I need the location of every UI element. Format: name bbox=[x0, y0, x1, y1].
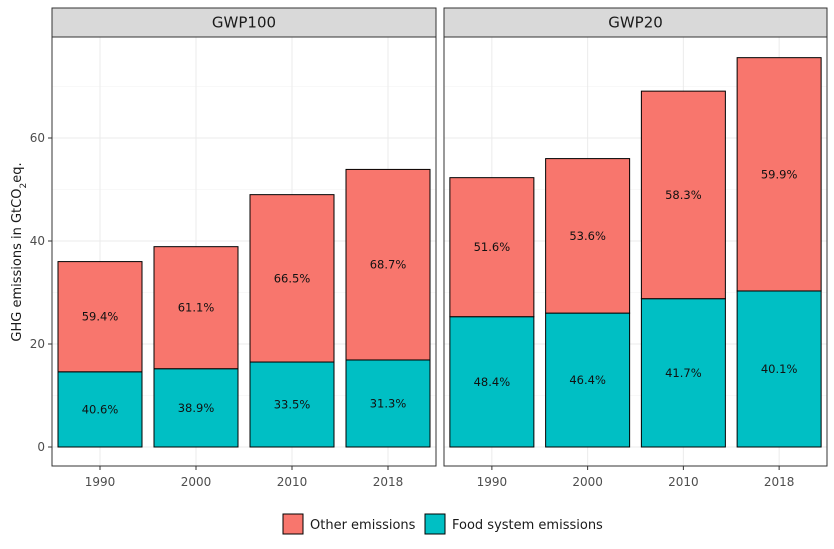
x-tick-label: 2000 bbox=[572, 475, 603, 489]
chart-panels: GWP100 40.6% 59.4% 1990 38.9% 61.1% 2000 33.5% 6… bbox=[51, 7, 828, 489]
bar-food-system-emissions bbox=[736, 290, 822, 448]
x-tick-label: 2018 bbox=[373, 475, 404, 489]
legend: Other emissions Food system emissions bbox=[282, 513, 603, 535]
y-tick-label: 20 bbox=[30, 337, 45, 351]
bar-other-emissions bbox=[449, 177, 535, 318]
bar-percent-label: 61.1% bbox=[178, 301, 215, 315]
bar-percent-label: 48.4% bbox=[474, 375, 511, 389]
bar-food-system-emissions bbox=[449, 316, 535, 448]
bar-food-system-emissions bbox=[57, 371, 143, 448]
bar-food-system-emissions bbox=[153, 368, 239, 448]
panel-border bbox=[443, 36, 828, 467]
bar-percent-label: 51.6% bbox=[474, 240, 511, 254]
bar-percent-label: 59.9% bbox=[761, 167, 798, 181]
x-tick-label: 2010 bbox=[277, 475, 308, 489]
legend-label: Food system emissions bbox=[452, 518, 603, 533]
panel-gwp100: GWP100 40.6% 59.4% 1990 38.9% 61.1% 2000 33.5% 6… bbox=[51, 7, 437, 489]
panel-title: GWP100 bbox=[212, 14, 276, 32]
bar-other-emissions bbox=[345, 168, 431, 361]
bar-percent-label: 31.3% bbox=[370, 396, 407, 410]
bar-percent-label: 68.7% bbox=[370, 258, 407, 272]
bar-food-system-emissions bbox=[249, 361, 335, 448]
bar-other-emissions bbox=[545, 158, 631, 314]
bar-percent-label: 40.6% bbox=[82, 402, 119, 416]
x-tick-label: 1990 bbox=[477, 475, 508, 489]
bar-food-system-emissions bbox=[640, 298, 726, 448]
panel-title: GWP20 bbox=[608, 14, 663, 32]
y-axis-title-main: GHG emissions in GtCO bbox=[10, 189, 25, 342]
legend-swatch-food-system-emissions bbox=[424, 513, 446, 535]
y-axis: 0 20 40 60 bbox=[30, 131, 52, 454]
bar-other-emissions bbox=[640, 90, 726, 300]
bar-other-emissions bbox=[57, 261, 143, 373]
bar-percent-label: 66.5% bbox=[274, 271, 311, 285]
x-tick-label: 2018 bbox=[764, 475, 795, 489]
panel-strip bbox=[443, 7, 828, 38]
panel-gwp20: GWP20 48.4% 51.6% 1990 46.4% 53.6% 2000 41.7% 58… bbox=[443, 7, 828, 489]
bar-food-system-emissions bbox=[545, 312, 631, 448]
legend-label: Other emissions bbox=[310, 518, 416, 533]
panel-border bbox=[51, 36, 437, 467]
bar-percent-label: 33.5% bbox=[274, 398, 311, 412]
x-tick-label: 2000 bbox=[181, 475, 212, 489]
bar-percent-label: 53.6% bbox=[569, 229, 606, 243]
y-tick-label: 60 bbox=[30, 131, 45, 145]
bar-percent-label: 59.4% bbox=[82, 310, 119, 324]
bar-percent-label: 46.4% bbox=[569, 373, 606, 387]
bar-percent-label: 58.3% bbox=[665, 188, 702, 202]
bar-percent-label: 38.9% bbox=[178, 401, 215, 415]
panel-strip bbox=[51, 7, 437, 38]
x-tick-label: 2010 bbox=[668, 475, 699, 489]
legend-swatch-other-emissions bbox=[282, 513, 304, 535]
x-tick-label: 1990 bbox=[85, 475, 116, 489]
y-axis-title-subscript: 2 bbox=[19, 183, 29, 189]
bar-percent-label: 41.7% bbox=[665, 366, 702, 380]
bar-other-emissions bbox=[736, 57, 822, 292]
y-tick-label: 40 bbox=[30, 234, 45, 248]
bar-food-system-emissions bbox=[345, 359, 431, 448]
y-axis-title: GHG emissions in GtCO2eq. bbox=[10, 162, 29, 341]
bar-other-emissions bbox=[153, 246, 239, 370]
bar-percent-label: 40.1% bbox=[761, 362, 798, 376]
y-tick-label: 0 bbox=[37, 440, 45, 454]
y-axis-title-suffix: eq. bbox=[10, 162, 25, 182]
bar-other-emissions bbox=[249, 194, 335, 363]
